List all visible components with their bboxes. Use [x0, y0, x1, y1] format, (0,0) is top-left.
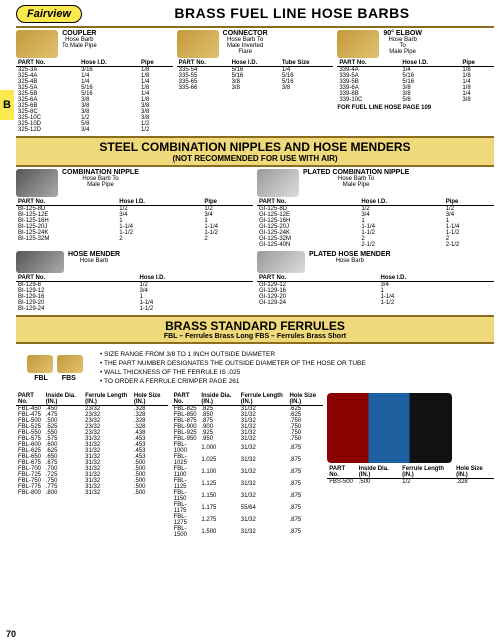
elbow-note: FOR FUEL LINE HOSE PAGE 109 [337, 105, 494, 111]
col-header: Hole Size (IN.) [287, 393, 323, 406]
table-row: FBL-11501.15031/32.875 [172, 490, 324, 502]
plated-nipple-cell: PLATED COMBINATION NIPPLEHose Barb ToMal… [257, 169, 494, 248]
table-row: 335-663/83/8 [177, 85, 334, 91]
table-row: FBL-11001.10031/32.875 [172, 466, 324, 478]
hose-assembly-image [327, 393, 452, 463]
ferrule-images: FBLFBS [16, 346, 94, 390]
col-header: PART No. [172, 393, 200, 406]
table-row: FBL-800.80031/32.500 [16, 490, 168, 496]
table-row: GI-129-241-1/2 [257, 300, 494, 306]
brand-logo: Fairview [16, 5, 82, 23]
comb-nipple-cell: COMBINATION NIPPLEHose Barb ToMale Pipe … [16, 169, 253, 248]
col-header: Hole Size (IN.) [132, 393, 168, 406]
coupler-image [16, 30, 58, 58]
section-tab: B [0, 90, 14, 120]
ferrule-table-1: PART No.Inside Dia. (IN.)Ferrule Length … [16, 393, 168, 496]
comb-nipple-image [16, 169, 58, 197]
hose-mender-table: PART No.Hose I.D.BI-129-81/2BI-129-123/4… [16, 275, 253, 312]
page-title: BRASS FUEL LINE HOSE BARBS [174, 5, 409, 21]
table-row: FBL-11251.12531/32.875 [172, 478, 324, 490]
col-header: PART No. [16, 393, 44, 406]
table-row: FBL-10251.02531/32.875 [172, 454, 324, 466]
table-row: BI-125-32M22 [16, 236, 253, 242]
ferrule-note-item: SIZE RANGE FROM 3/8 TO 1 INCH OUTSIDE DI… [100, 350, 490, 359]
col-header: Inside Dia. (IN.) [44, 393, 83, 406]
col-header: Inside Dia. (IN.) [199, 393, 238, 406]
table-row: 325-12D3/41/2 [16, 127, 173, 133]
steel-title-band: STEEL COMBINATION NIPPLES AND HOSE MENDE… [16, 136, 494, 167]
plated-nipple-table: PART No.Hose I.D.PipeGI-125-8D1/21/2GI-1… [257, 199, 494, 248]
hose-mender-cell: HOSE MENDERHose Barb PART No.Hose I.D.BI… [16, 251, 253, 312]
fbs-image [57, 355, 83, 373]
plated-mender-cell: PLATED HOSE MENDERHose Barb PART No.Hose… [257, 251, 494, 312]
plated-nipple-image [257, 169, 299, 197]
ferrule-note-item: WALL THICKNESS OF THE FERRULE IS .025 [100, 368, 490, 377]
ferrule-info-row: FBLFBS SIZE RANGE FROM 3/8 TO 1 INCH OUT… [16, 346, 494, 390]
ferrule-tables-row: PART No.Inside Dia. (IN.)Ferrule Length … [16, 393, 494, 538]
ferrule-note-item: THE PART NUMBER DESIGNATES THE OUTSIDE D… [100, 359, 490, 368]
fbl-image [27, 355, 53, 373]
table-row: BI-129-241-1/2 [16, 306, 253, 312]
comb-nipple-table: PART No.Hose I.D.PipeBI-125-8D1/21/2BI-1… [16, 199, 253, 242]
table-row: GI-125-40N2-1/22-1/2 [257, 242, 494, 248]
page-number: 70 [6, 629, 16, 639]
header-row: Fairview BRASS FUEL LINE HOSE BARBS [16, 4, 494, 24]
table-row: FBL-11751.17555/64.875 [172, 502, 324, 514]
table-row: FBL-12751.27531/32.875 [172, 514, 324, 526]
col-header: Hole Size (IN.) [454, 466, 494, 479]
table-row: FBL-10001.00031/32.875 [172, 442, 324, 454]
coupler-table: PART No.Hose I.D.Pipe325-3A3/161/8325-4A… [16, 60, 173, 133]
ferrule-notes: SIZE RANGE FROM 3/8 TO 1 INCH OUTSIDE DI… [96, 346, 494, 390]
table-row: FBL-15001.50031/32.875 [172, 526, 324, 538]
connector-image [177, 30, 219, 58]
elbow-table: PART No.Hose I.D.Pipe339-4A1/41/8339-5A5… [337, 60, 494, 103]
col-header: Ferrule Length (IN.) [83, 393, 132, 406]
elbow-cell: 90° ELBOWHose BarbToMale Pipe PART No.Ho… [337, 30, 494, 133]
table-row: FBL-950.95031/32.750 [172, 436, 324, 442]
nipples-row: COMBINATION NIPPLEHose Barb ToMale Pipe … [16, 169, 494, 248]
catalog-page: B Fairview BRASS FUEL LINE HOSE BARBS CO… [0, 0, 500, 641]
ferrule-table-2: PART No.Inside Dia. (IN.)Ferrule Length … [172, 393, 324, 538]
connector-table: PART No.Hose I.D.Tube Size335-545/161/43… [177, 60, 334, 91]
menders-row: HOSE MENDERHose Barb PART No.Hose I.D.BI… [16, 251, 494, 312]
ferrule-note-item: TO ORDER A FERRULE CRIMPER PAGE 261 [100, 377, 490, 386]
plated-mender-image [257, 251, 305, 273]
ferrules-title-band: BRASS STANDARD FERRULES FBL – Ferrules B… [16, 315, 494, 344]
col-header: Ferrule Length (IN.) [400, 466, 454, 479]
connector-cell: CONNECTORHose Barb ToMale InvertedFlare … [177, 30, 334, 133]
table-row: 339-10C5/83/8 [337, 97, 494, 103]
table-row: FBS-500.5001/2.328 [327, 479, 494, 486]
col-header: Inside Dia. (IN.) [357, 466, 400, 479]
col-header: Ferrule Length (IN.) [239, 393, 288, 406]
hose-mender-image [16, 251, 64, 273]
plated-mender-table: PART No.Hose I.D.GI-129-123/4GI-129-161G… [257, 275, 494, 306]
elbow-image [337, 30, 379, 58]
ferrule-table-3: PART No.Inside Dia. (IN.)Ferrule Length … [327, 466, 494, 485]
brass-barbs-row: COUPLERHose BarbTo Male Pipe PART No.Hos… [16, 30, 494, 133]
coupler-cell: COUPLERHose BarbTo Male Pipe PART No.Hos… [16, 30, 173, 133]
col-header: PART No. [327, 466, 357, 479]
